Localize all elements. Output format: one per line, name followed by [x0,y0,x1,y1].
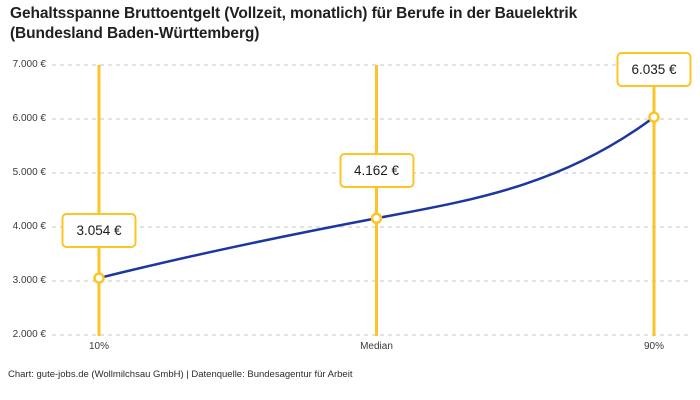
y-tick-label: 4.000 € [12,221,46,232]
x-tick-label: Median [360,341,393,352]
data-point-marker [93,272,105,284]
y-tick-label: 5.000 € [12,167,46,178]
y-tick-label: 6.000 € [12,113,46,124]
value-callout: 6.035 € [616,52,692,88]
chart-footer: Chart: gute-jobs.de (Wollmilchsau GmbH) … [8,369,353,380]
x-tick-label: 10% [88,341,110,352]
value-callout: 3.054 € [61,213,137,249]
x-tick-label: 90% [643,341,665,352]
data-point-marker [370,212,383,225]
chart-title: Gehaltsspanne Bruttoentgelt (Vollzeit, m… [10,5,578,42]
value-callout: 4.162 € [338,153,415,189]
data-point-marker [648,111,660,123]
y-tick-label: 7.000 € [12,59,46,70]
y-tick-label: 3.000 € [12,275,46,286]
y-tick-label: 2.000 € [12,329,46,340]
